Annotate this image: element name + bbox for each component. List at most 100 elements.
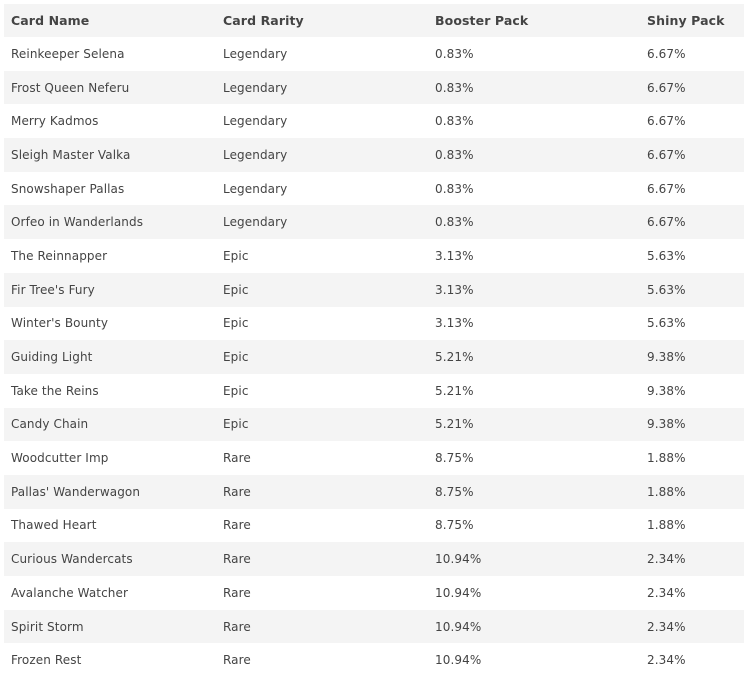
header-shiny-pack: Shiny Pack (647, 13, 725, 28)
table-body: Reinkeeper Selena Legendary 0.83% 6.67% Fros… (4, 37, 744, 678)
cell-card-name: Take the Reins (11, 383, 99, 398)
cell-card-rarity: Epic (223, 417, 249, 432)
table-row: Pallas' Wanderwagon Rare 8.75% 1.88% (4, 474, 744, 509)
cell-booster-pack: 10.94% (435, 552, 482, 567)
cell-card-rarity: Legendary (223, 147, 288, 162)
cell-card-name: The Reinnapper (11, 248, 108, 263)
cell-booster-pack: 0.83% (435, 147, 474, 162)
cell-card-name: Frozen Rest (11, 653, 82, 668)
cell-shiny-pack: 1.88% (647, 484, 686, 499)
cell-shiny-pack: 6.67% (647, 80, 686, 95)
cell-shiny-pack: 5.63% (647, 248, 686, 263)
cell-card-name: Pallas' Wanderwagon (11, 484, 141, 499)
cell-shiny-pack: 9.38% (647, 383, 686, 398)
cell-card-rarity: Epic (223, 316, 249, 331)
table-row: Avalanche Watcher Rare 10.94% 2.34% (4, 576, 744, 610)
cell-card-name: Fir Tree's Fury (11, 282, 95, 297)
cell-card-rarity: Epic (223, 383, 249, 398)
table-row: Orfeo in Wanderlands Legendary 0.83% 6.67% (4, 205, 744, 240)
cell-card-rarity: Rare (223, 619, 251, 634)
cell-shiny-pack: 5.63% (647, 316, 686, 331)
cell-card-name: Frost Queen Neferu (11, 80, 130, 95)
cell-card-rarity: Legendary (223, 46, 288, 61)
cell-shiny-pack: 2.34% (647, 653, 686, 668)
cell-booster-pack: 5.21% (435, 383, 474, 398)
cell-booster-pack: 8.75% (435, 451, 474, 466)
cell-card-name: Curious Wandercats (11, 552, 133, 567)
cell-card-rarity: Legendary (223, 80, 288, 95)
cell-card-name: Spirit Storm (11, 619, 84, 634)
table-row: Reinkeeper Selena Legendary 0.83% 6.67% (4, 37, 744, 71)
cell-shiny-pack: 9.38% (647, 417, 686, 432)
cell-card-name: Avalanche Watcher (11, 585, 129, 600)
cell-booster-pack: 0.83% (435, 114, 474, 129)
cell-shiny-pack: 6.67% (647, 46, 686, 61)
cell-shiny-pack: 5.63% (647, 282, 686, 297)
cell-booster-pack: 0.83% (435, 215, 474, 230)
cell-card-rarity: Rare (223, 484, 251, 499)
cell-card-name: Snowshaper Pallas (11, 181, 125, 196)
cell-booster-pack: 10.94% (435, 653, 482, 668)
cell-card-name: Woodcutter Imp (11, 451, 109, 466)
cell-shiny-pack: 1.88% (647, 518, 686, 533)
cell-card-name: Orfeo in Wanderlands (11, 215, 144, 230)
table-row: Spirit Storm Rare 10.94% 2.34% (4, 609, 744, 644)
table-row: Fir Tree's Fury Epic 3.13% 5.63% (4, 272, 744, 307)
header-card-rarity: Card Rarity (223, 13, 304, 28)
cell-shiny-pack: 6.67% (647, 147, 686, 162)
cell-booster-pack: 8.75% (435, 484, 474, 499)
cell-booster-pack: 3.13% (435, 316, 474, 331)
cell-booster-pack: 3.13% (435, 282, 474, 297)
cell-card-name: Merry Kadmos (11, 114, 99, 129)
table-row: The Reinnapper Epic 3.13% 5.63% (4, 239, 744, 273)
cell-card-name: Thawed Heart (11, 518, 97, 533)
table-row: Take the Reins Epic 5.21% 9.38% (4, 373, 744, 408)
cell-booster-pack: 10.94% (435, 585, 482, 600)
cell-card-rarity: Rare (223, 653, 251, 668)
table-header-row: Card Name Card Rarity Booster Pack Shiny… (4, 4, 744, 37)
cell-card-name: Reinkeeper Selena (11, 46, 125, 61)
cell-card-rarity: Epic (223, 248, 249, 263)
cell-shiny-pack: 2.34% (647, 552, 686, 567)
table-row: Curious Wandercats Rare 10.94% 2.34% (4, 542, 744, 576)
table-row: Candy Chain Epic 5.21% 9.38% (4, 407, 744, 442)
table-row: Winter's Bounty Epic 3.13% 5.63% (4, 306, 744, 341)
cell-booster-pack: 3.13% (435, 248, 474, 263)
cell-shiny-pack: 6.67% (647, 215, 686, 230)
table-row: Merry Kadmos Legendary 0.83% 6.67% (4, 104, 744, 139)
cell-shiny-pack: 6.67% (647, 181, 686, 196)
cell-booster-pack: 8.75% (435, 518, 474, 533)
cell-shiny-pack: 6.67% (647, 114, 686, 129)
table-row: Woodcutter Imp Rare 8.75% 1.88% (4, 441, 744, 475)
cell-card-rarity: Legendary (223, 181, 288, 196)
cell-card-name: Winter's Bounty (11, 316, 109, 331)
cell-card-rarity: Epic (223, 282, 249, 297)
cell-card-rarity: Epic (223, 350, 249, 365)
cell-booster-pack: 10.94% (435, 619, 482, 634)
cell-shiny-pack: 9.38% (647, 350, 686, 365)
cell-booster-pack: 5.21% (435, 350, 474, 365)
cell-card-rarity: Legendary (223, 114, 288, 129)
table-row: Sleigh Master Valka Legendary 0.83% 6.67% (4, 138, 744, 172)
cell-card-rarity: Rare (223, 451, 251, 466)
cell-card-rarity: Legendary (223, 215, 288, 230)
table-row: Thawed Heart Rare 8.75% 1.88% (4, 508, 744, 543)
cell-card-rarity: Rare (223, 518, 251, 533)
cell-shiny-pack: 1.88% (647, 451, 686, 466)
cell-card-name: Sleigh Master Valka (11, 147, 131, 162)
cell-shiny-pack: 2.34% (647, 585, 686, 600)
header-booster-pack: Booster Pack (435, 13, 529, 28)
table-row: Snowshaper Pallas Legendary 0.83% 6.67% (4, 171, 744, 206)
cell-shiny-pack: 2.34% (647, 619, 686, 634)
cell-booster-pack: 0.83% (435, 80, 474, 95)
cell-booster-pack: 5.21% (435, 417, 474, 432)
cell-card-rarity: Rare (223, 552, 251, 567)
header-card-name: Card Name (11, 13, 90, 28)
table-row: Frozen Rest Rare 10.94% 2.34% (4, 643, 744, 678)
table-row: Frost Queen Neferu Legendary 0.83% 6.67% (4, 70, 744, 105)
table-row: Guiding Light Epic 5.21% 9.38% (4, 340, 744, 374)
cell-card-rarity: Rare (223, 585, 251, 600)
cell-booster-pack: 0.83% (435, 181, 474, 196)
cell-card-name: Candy Chain (11, 417, 89, 432)
cell-booster-pack: 0.83% (435, 46, 474, 61)
